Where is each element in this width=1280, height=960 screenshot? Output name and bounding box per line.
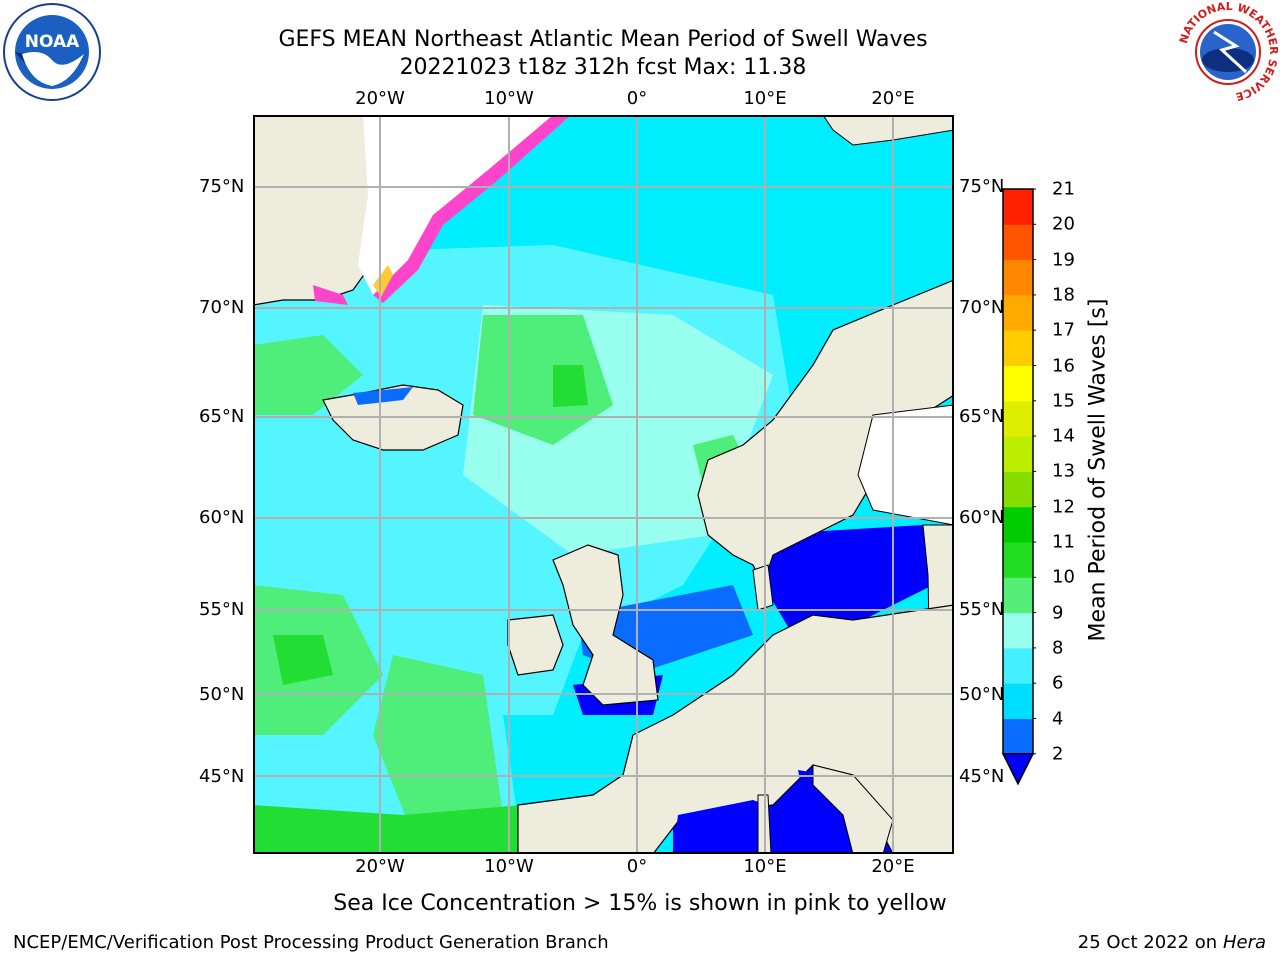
lat-label-left: 60°N bbox=[199, 507, 245, 528]
colorbar-tick-label: 11 bbox=[1052, 531, 1075, 553]
colorbar-tick-label: 6 bbox=[1052, 672, 1064, 694]
colorbar-tick-label: 16 bbox=[1052, 355, 1075, 376]
colorbar-tick-label: 19 bbox=[1052, 249, 1075, 271]
colorbar-segment bbox=[1003, 683, 1033, 719]
sea-ice-edge-yellow bbox=[373, 265, 393, 297]
lat-label-left: 75°N bbox=[199, 176, 245, 197]
swell-9-10 bbox=[373, 655, 503, 835]
lon-label-top: 10°W bbox=[484, 88, 534, 109]
lon-label-bottom: 10°W bbox=[484, 856, 534, 877]
iceland-coastal-sea bbox=[353, 387, 413, 405]
colorbar-segment bbox=[1003, 189, 1033, 225]
ireland bbox=[507, 614, 564, 676]
footer-credit: NCEP/EMC/Verification Post Processing Pr… bbox=[13, 932, 609, 953]
lon-label-bottom: 20°W bbox=[355, 856, 405, 877]
sea-ice-edge bbox=[313, 285, 348, 305]
colorbar-segment bbox=[1003, 259, 1033, 296]
sea-ice-edge bbox=[373, 115, 571, 303]
great-britain bbox=[552, 544, 659, 706]
swell-10-11 bbox=[553, 365, 588, 407]
sea-ice-note: Sea Ice Concentration > 15% is shown in … bbox=[333, 891, 947, 916]
colorbar-segment bbox=[1003, 612, 1033, 649]
denmark bbox=[752, 564, 774, 611]
colorbar bbox=[1000, 186, 1036, 786]
colorbar-segment bbox=[1003, 294, 1033, 331]
colorbar-tick-label: 17 bbox=[1052, 319, 1075, 341]
colorbar-segment bbox=[1003, 471, 1033, 508]
colorbar-tick-label: 18 bbox=[1052, 284, 1075, 306]
colorbar-segment bbox=[1003, 647, 1033, 684]
colorbar-extend-arrow bbox=[1001, 753, 1035, 786]
lon-label-top: 20°E bbox=[871, 88, 915, 109]
footer-date: 25 Oct 2022 on Hera bbox=[1078, 932, 1266, 953]
colorbar-segment bbox=[1003, 224, 1033, 261]
lat-label-right: 60°N bbox=[959, 507, 1005, 528]
lat-label-right: 50°N bbox=[959, 684, 1005, 705]
lat-label-right: 65°N bbox=[959, 406, 1005, 427]
lat-label-right: 75°N bbox=[959, 176, 1005, 197]
lon-label-bottom: 20°E bbox=[871, 856, 915, 877]
colorbar-segment bbox=[1003, 577, 1033, 614]
graticule bbox=[253, 115, 954, 854]
lon-label-bottom: 10°E bbox=[743, 856, 787, 877]
colorbar-tick-label: 2 bbox=[1052, 743, 1064, 765]
lat-label-right: 70°N bbox=[959, 297, 1005, 318]
footer-date-text: 25 Oct 2022 on bbox=[1077, 932, 1223, 953]
colorbar-tick-label: 9 bbox=[1052, 602, 1064, 624]
lat-label-right: 45°N bbox=[959, 766, 1005, 787]
lat-label-right: 55°N bbox=[959, 599, 1005, 620]
colorbar-tick-label: 14 bbox=[1052, 425, 1075, 447]
noaa-logo-text: NOAA bbox=[25, 32, 80, 52]
map-title: GEFS MEAN Northeast Atlantic Mean Period… bbox=[278, 27, 928, 52]
colorbar-tick-label: 10 bbox=[1052, 566, 1075, 588]
lon-label-top: 20°W bbox=[355, 88, 405, 109]
lat-label-left: 45°N bbox=[199, 766, 245, 787]
lon-label-top: 0° bbox=[626, 88, 648, 109]
colorbar-tick-label: 13 bbox=[1052, 460, 1075, 482]
footer-host: Hera bbox=[1222, 932, 1266, 953]
map-subtitle: 20221023 t18z 312h fcst Max: 11.38 bbox=[399, 55, 807, 80]
swell-9-10 bbox=[253, 335, 363, 415]
colorbar-tick-label: 4 bbox=[1052, 708, 1064, 729]
colorbar-title: Mean Period of Swell Waves [s] bbox=[1085, 298, 1111, 642]
swell-10-11 bbox=[273, 635, 333, 685]
swell-period-map bbox=[253, 115, 954, 854]
colorbar-tick-label: 15 bbox=[1052, 390, 1075, 412]
colorbar-segment bbox=[1003, 542, 1033, 578]
colorbar-segment bbox=[1003, 436, 1033, 472]
colorbar-segment bbox=[1003, 400, 1033, 437]
swell-10-11 bbox=[253, 805, 523, 854]
lon-label-bottom: 0° bbox=[626, 856, 648, 877]
nws-logo: NATIONAL WEATHER SERVICE bbox=[1178, 2, 1278, 102]
colorbar-segment bbox=[1003, 506, 1033, 543]
mediterranean-sea bbox=[673, 800, 813, 854]
baltic-sea bbox=[758, 525, 933, 635]
noaa-logo: NOAA bbox=[2, 2, 102, 102]
colorbar-segment bbox=[1003, 330, 1033, 366]
colorbar-segment bbox=[1003, 718, 1033, 755]
colorbar-tick-label: 12 bbox=[1052, 496, 1075, 518]
colorbar-tick-label: 20 bbox=[1052, 213, 1075, 235]
finland-lakes bbox=[857, 404, 954, 526]
italy bbox=[812, 764, 894, 854]
sea-ice bbox=[358, 115, 568, 295]
colorbar-tick-label: 8 bbox=[1052, 637, 1064, 659]
lat-label-left: 65°N bbox=[199, 406, 245, 427]
lat-label-left: 50°N bbox=[199, 684, 245, 705]
colorbar-segment bbox=[1003, 365, 1033, 402]
lon-label-top: 10°E bbox=[743, 88, 787, 109]
colorbar-tick-label: 21 bbox=[1052, 178, 1075, 200]
lat-label-left: 55°N bbox=[199, 599, 245, 620]
lat-label-left: 70°N bbox=[199, 297, 245, 318]
